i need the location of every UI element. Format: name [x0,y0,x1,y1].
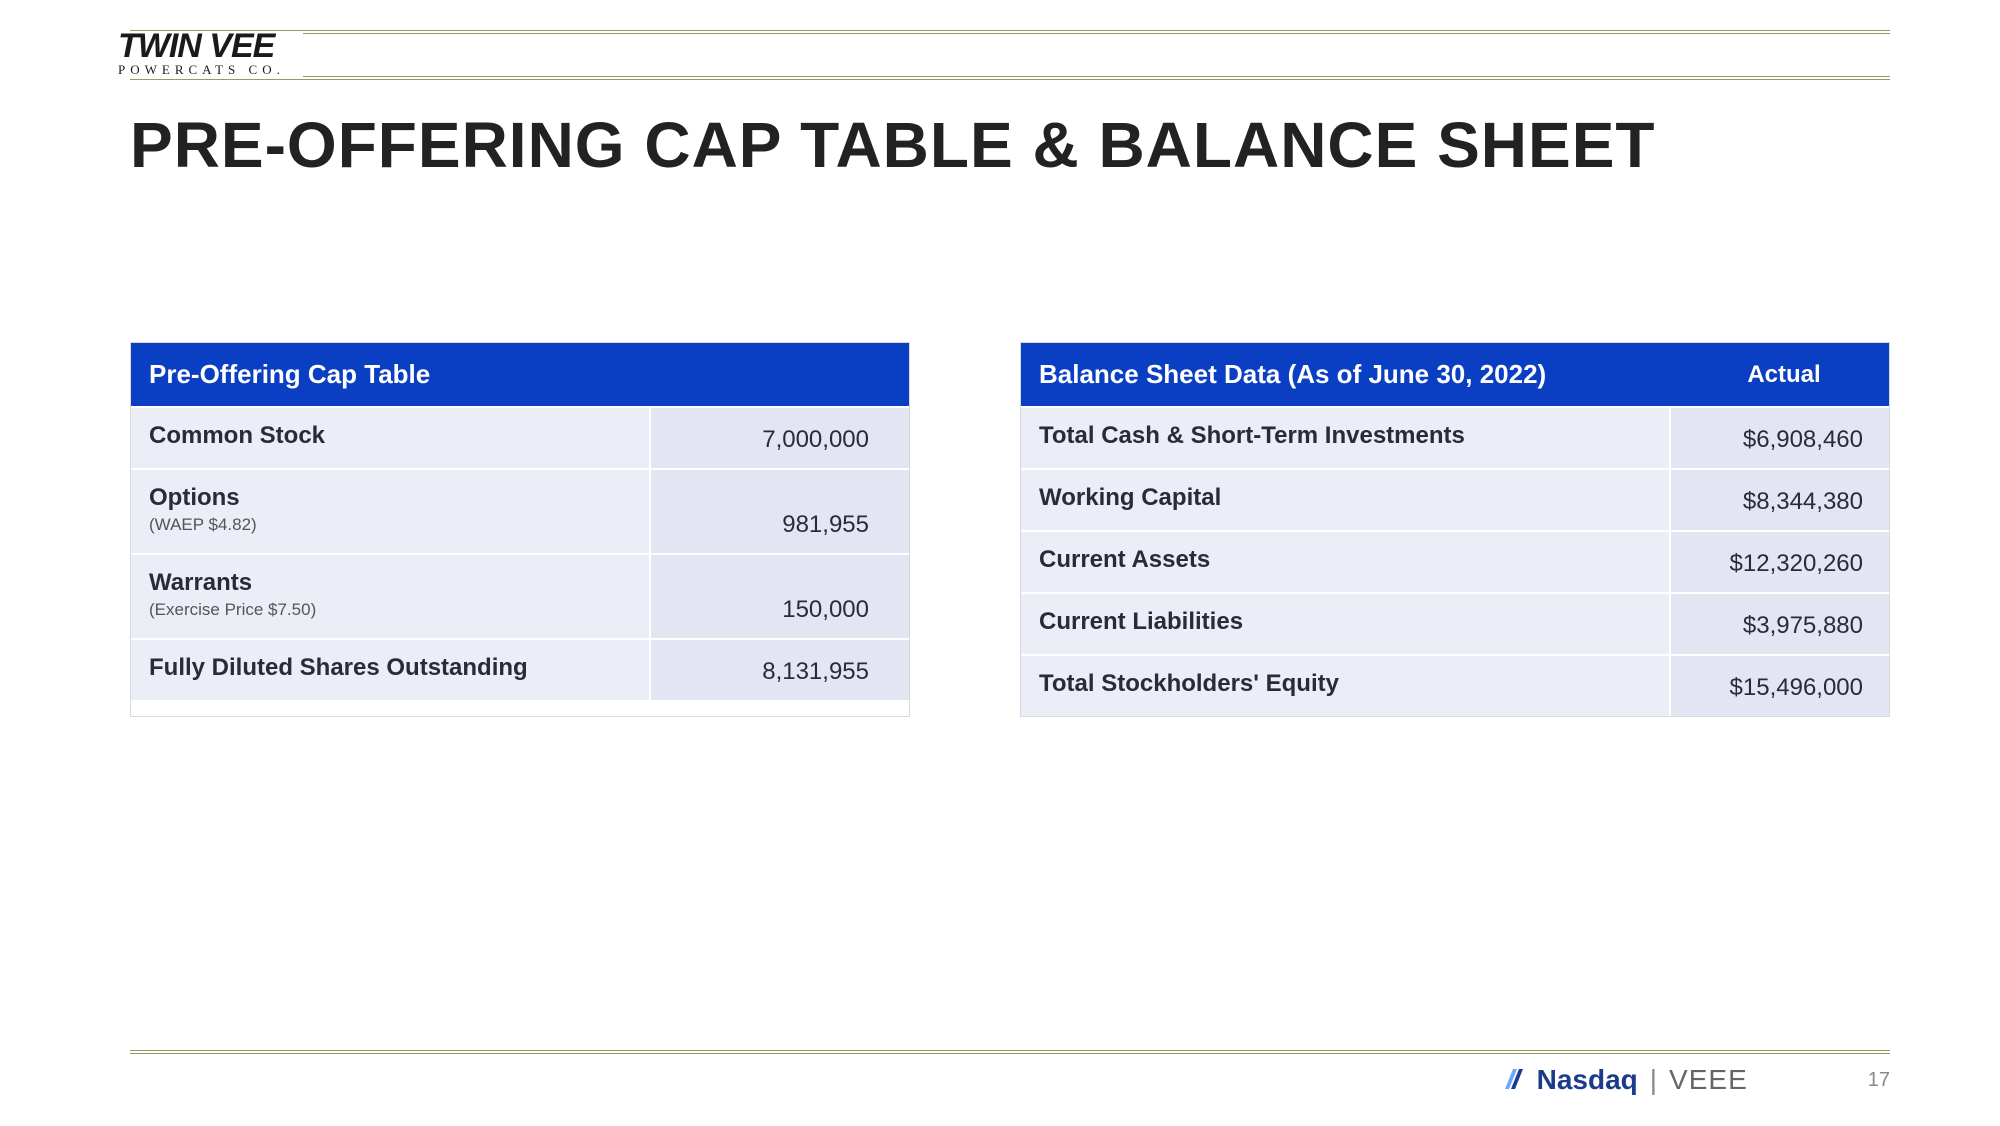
logo-main-text: TWIN VEE [118,32,285,61]
cap-table-header: Pre-Offering Cap Table [131,343,909,406]
row-label: Options (WAEP $4.82) [131,470,649,553]
page-title: PRE-OFFERING CAP TABLE & BALANCE SHEET [130,108,1890,182]
row-label-text: Fully Diluted Shares Outstanding [149,654,528,681]
page-number: 17 [1868,1069,1890,1092]
balance-sheet-header: Balance Sheet Data (As of June 30, 2022)… [1021,343,1889,406]
row-value: $12,320,260 [1669,532,1889,592]
row-value: $3,975,880 [1669,594,1889,654]
row-value: 8,131,955 [649,640,909,700]
balance-header-sub: (As of June 30, 2022) [1288,359,1547,389]
row-value: $8,344,380 [1669,470,1889,530]
cap-table-header-label: Pre-Offering Cap Table [131,343,448,406]
table-row: Warrants (Exercise Price $7.50) 150,000 [131,553,909,638]
row-label: Total Cash & Short-Term Investments [1021,408,1669,468]
row-label: Working Capital [1021,470,1669,530]
logo-sub-text: POWERCATS CO. [118,62,285,78]
header-rule: TWIN VEE POWERCATS CO. [130,30,1890,80]
row-value: $6,908,460 [1669,408,1889,468]
table-row: Fully Diluted Shares Outstanding 8,131,9… [131,638,909,700]
row-label: Current Liabilities [1021,594,1669,654]
row-sublabel: (Exercise Price $7.50) [149,600,631,620]
exchange-block: Nasdaq | VEEE [1499,1064,1748,1096]
table-row: Total Cash & Short-Term Investments $6,9… [1021,406,1889,468]
balance-header-main: Balance Sheet Data [1039,359,1280,389]
row-label: Common Stock [131,408,649,468]
footer-rule: Nasdaq | VEEE 17 [130,1050,1890,1096]
table-row: Common Stock 7,000,000 [131,406,909,468]
cap-table: Pre-Offering Cap Table Common Stock 7,00… [130,342,910,717]
balance-header-label: Balance Sheet Data (As of June 30, 2022) [1021,343,1564,406]
table-row: Current Liabilities $3,975,880 [1021,592,1889,654]
row-label-text: Common Stock [149,422,325,449]
table-row: Total Stockholders' Equity $15,496,000 [1021,654,1889,716]
table-row: Options (WAEP $4.82) 981,955 [131,468,909,553]
balance-header-value: Actual [1679,345,1889,405]
row-label: Fully Diluted Shares Outstanding [131,640,649,700]
table-row: Working Capital $8,344,380 [1021,468,1889,530]
row-sublabel: (WAEP $4.82) [149,515,631,535]
balance-sheet-table: Balance Sheet Data (As of June 30, 2022)… [1020,342,1890,717]
separator: | [1646,1064,1661,1096]
row-value: 7,000,000 [649,408,909,468]
ticker-symbol: VEEE [1669,1064,1748,1096]
row-label: Current Assets [1021,532,1669,592]
table-row: Current Assets $12,320,260 [1021,530,1889,592]
row-label-text: Options [149,484,240,511]
row-label: Warrants (Exercise Price $7.50) [131,555,649,638]
tables-container: Pre-Offering Cap Table Common Stock 7,00… [130,342,1890,717]
row-value: 981,955 [649,470,909,553]
row-label: Total Stockholders' Equity [1021,656,1669,716]
row-label-text: Warrants [149,569,252,596]
nasdaq-icon [1499,1065,1529,1095]
company-logo: TWIN VEE POWERCATS CO. [118,32,303,79]
exchange-name: Nasdaq [1537,1064,1638,1096]
row-value: 150,000 [649,555,909,638]
row-value: $15,496,000 [1669,656,1889,716]
